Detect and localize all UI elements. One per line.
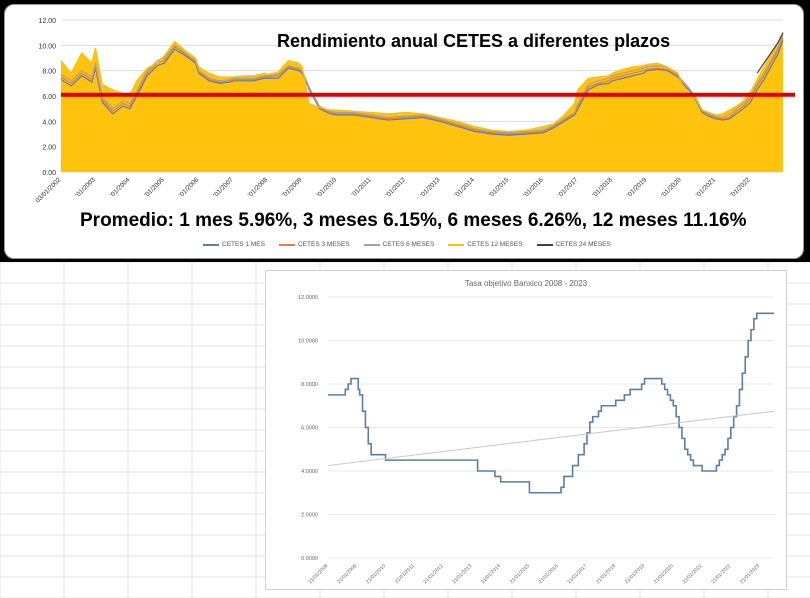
banxico-chart: 0.0000 2.0000 4.0000 6.0000 8.0000 10.0000 12.… (298, 295, 775, 585)
legend-item: CETES 1 MES (203, 241, 265, 248)
legend-label: CETES 1 MES (222, 241, 265, 248)
banxico-y-tick-label: 2.0000 (301, 513, 318, 519)
banxico-y-tick-label: 10.0000 (298, 339, 318, 345)
cetes-x-tick-label: '01/2004 (109, 176, 132, 199)
cetes-chart: 0.00 2.00 4.00 6.00 8.00 10.00 12.00 03/01/2002… (34, 18, 795, 204)
series-line-tendencia (327, 410, 775, 467)
cetes-average-annotation: Promedio: 1 mes 5.96%, 3 meses 6.15%, 6 … (80, 210, 747, 231)
banxico-x-tick-label: 21/01/2020 (653, 563, 675, 585)
banxico-x-tick-label: 21/01/2010 (365, 563, 387, 585)
legend-item: CETES 6 MESES (363, 241, 435, 248)
legend-swatch (203, 243, 219, 246)
banxico-x-tick-label: 21/01/2019 (624, 563, 646, 585)
legend-swatch (363, 243, 380, 246)
cetes-x-tick-label: '01/2022 (729, 176, 752, 199)
cetes-x-tick-label: '01/2014 (454, 176, 477, 199)
legend-item: CETES 24 MESES (536, 241, 611, 248)
banxico-x-tick-label: 21/01/2016 (538, 563, 560, 585)
cetes-x-tick-label: '01/2018 (591, 176, 614, 199)
cetes-x-tick-label: '01/2011 (350, 176, 372, 198)
cetes-x-tick-label: '01/2010 (316, 176, 339, 199)
banxico-x-tick-label: 21/01/2018 (595, 563, 617, 585)
legend-swatch (278, 243, 295, 246)
legend-swatch (536, 243, 553, 246)
cetes-x-tick-label: '01/2013 (419, 176, 442, 199)
series-line-cetes-12-meses (60, 32, 784, 133)
cetes-x-tick-label: '01/2020 (660, 176, 683, 199)
legend-item: CETES 12 MESES (448, 241, 523, 248)
cetes-chart-title: Rendimiento anual CETES a diferentes pla… (277, 31, 671, 51)
cetes-y-tick-label: 10.00 (38, 43, 56, 50)
legend-label: CETES 6 MESES (382, 241, 435, 248)
banxico-y-tick-label: 0.0000 (301, 556, 318, 562)
banxico-y-tick-label: 12.0000 (298, 295, 318, 301)
series-line-cetes-24-meses (756, 32, 784, 74)
cetes-x-tick-label: '01/2021 (695, 176, 718, 199)
cetes-x-tick-label: '01/2009 (281, 176, 304, 199)
banxico-x-tick-label: 21/01/2022 (710, 563, 732, 585)
cetes-x-tick-label: '01/2006 (178, 176, 201, 199)
banxico-x-tick-label: 21/01/2013 (451, 563, 473, 585)
banxico-x-tick-label: 21/01/2015 (509, 563, 531, 585)
banxico-y-tick-label: 6.0000 (301, 426, 318, 432)
cetes-x-tick-label: 03/01/2002 (34, 176, 62, 204)
cetes-x-tick-label: '01/2008 (247, 176, 270, 199)
cetes-x-tick-label: '01/2012 (385, 176, 408, 199)
legend-item: CETES 3 MESES (278, 241, 350, 248)
banxico-chart-panel[interactable]: Tasa objetivo Banxico 2008 - 2023 0.0000… (265, 270, 787, 590)
banxico-y-tick-label: 4.0000 (301, 469, 318, 475)
cetes-y-tick-label: 4.00 (42, 119, 56, 126)
cetes-x-tick-label: '01/2017 (557, 176, 580, 199)
banxico-x-tick-label: 21/01/2017 (566, 563, 588, 585)
banxico-chart-title: Tasa objetivo Banxico 2008 - 2023 (464, 279, 588, 288)
banxico-y-tick-label: 8.0000 (301, 382, 318, 388)
cetes-12-meses-area (61, 32, 783, 173)
banxico-x-tick-label: 21/01/2008 (307, 563, 329, 585)
cetes-y-tick-label: 12.00 (38, 18, 56, 25)
cetes-x-tick-label: '01/2007 (212, 176, 235, 199)
banxico-x-tick-label: 21/01/2009 (336, 563, 358, 585)
cetes-x-tick-label: '01/2019 (626, 176, 649, 199)
cetes-x-tick-label: '01/2015 (488, 176, 511, 199)
cetes-y-tick-label: 6.00 (42, 94, 56, 101)
banxico-x-tick-label: 21/01/2023 (739, 563, 761, 585)
cetes-x-tick-label: '01/2005 (143, 176, 166, 199)
legend-label: CETES 24 MESES (555, 241, 611, 248)
cetes-y-tick-label: 0.00 (42, 170, 56, 177)
banxico-x-tick-label: 21/01/2012 (423, 563, 445, 585)
cetes-y-tick-label: 8.00 (42, 69, 56, 76)
cetes-chart-panel[interactable]: 0.00 2.00 4.00 6.00 8.00 10.00 12.00 03/01/2002… (4, 4, 804, 259)
cetes-y-tick-label: 2.00 (42, 145, 56, 152)
banxico-x-tick-label: 21/01/2011 (394, 563, 416, 585)
cetes-x-tick-label: '01/2003 (74, 176, 97, 199)
legend-swatch (448, 243, 465, 246)
cetes-x-tick-label: '01/2016 (522, 176, 545, 199)
legend-label: CETES 12 MESES (467, 241, 523, 248)
banxico-x-tick-label: 21/01/2021 (682, 563, 704, 585)
banxico-x-tick-label: 21/01/2014 (480, 563, 502, 585)
legend-label: CETES 3 MESES (297, 241, 350, 248)
cetes-chart-legend: CETES 1 MES CETES 3 MESES CETES 6 MESES CET… (203, 241, 611, 248)
